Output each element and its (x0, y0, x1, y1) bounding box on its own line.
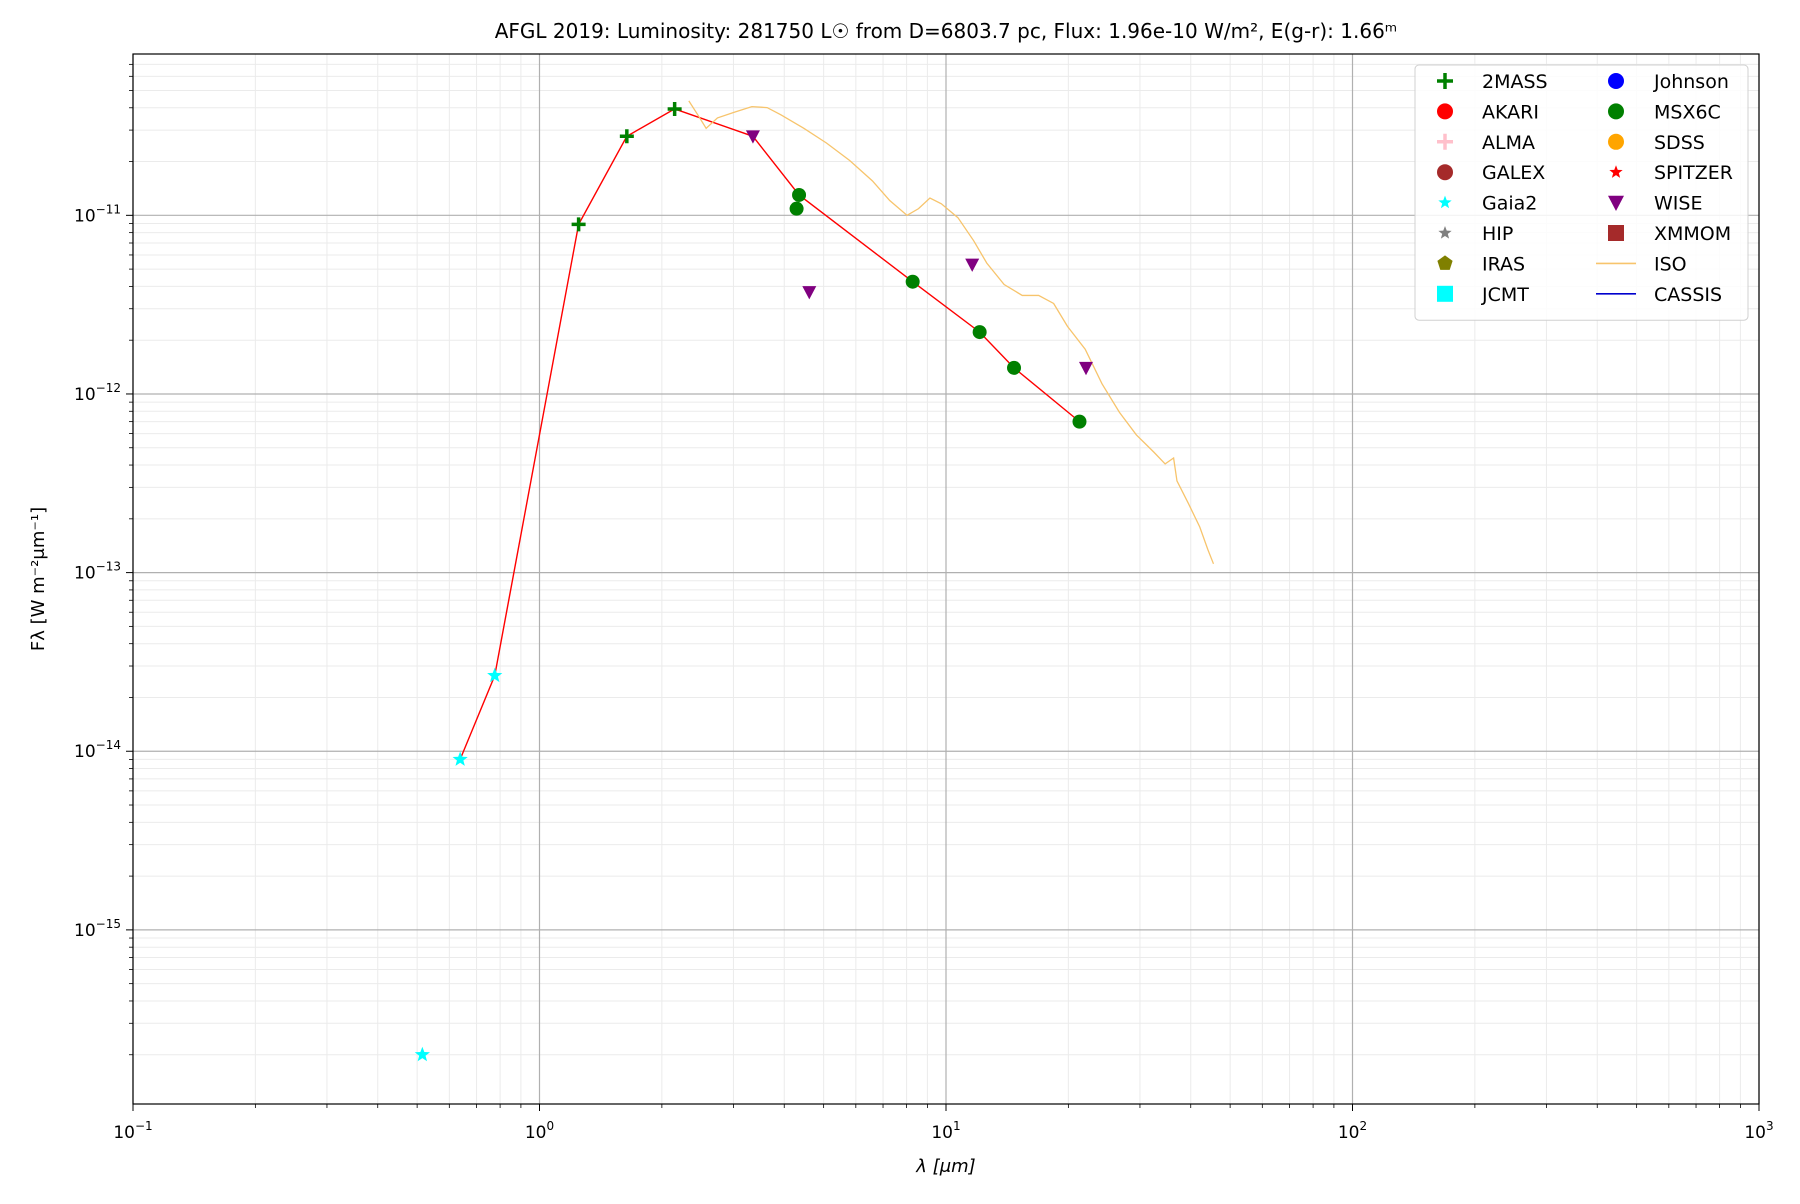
legend-swatch (1608, 225, 1624, 241)
legend-label: SPITZER (1654, 162, 1733, 184)
tick-exponent: −11 (96, 202, 121, 216)
marker (965, 258, 980, 272)
tick-label: 102 (1338, 1119, 1367, 1143)
tick-exponent: −1 (135, 1119, 153, 1133)
legend-label: MSX6C (1654, 101, 1721, 123)
tick-base: 10 (931, 1123, 953, 1143)
legend: 2MASS AKARI ALMA GALEX Gaia2 HIP IRAS JCMT Johns… (1414, 64, 1749, 321)
tick-label: 101 (931, 1119, 960, 1143)
legend-label: JCMT (1481, 284, 1529, 306)
legend-swatch (1608, 73, 1624, 89)
legend-swatch (1437, 73, 1453, 89)
legend-label: XMMOM (1654, 223, 1731, 245)
tick-label: 103 (1744, 1119, 1773, 1143)
tick-label: 10−12 (74, 381, 121, 405)
marker (571, 217, 586, 232)
marker (792, 187, 807, 202)
tick-base: 10 (74, 742, 96, 762)
x-axis-label: λ [μm] (915, 1156, 975, 1177)
tick-base: 10 (1338, 1123, 1360, 1143)
legend-label: CASSIS (1654, 284, 1722, 306)
tick-exponent: 1 (953, 1119, 961, 1133)
plot-area (414, 100, 1215, 1062)
legend-swatch (1437, 285, 1453, 302)
chart-title: AFGL 2019: Luminosity: 281750 L☉ from D=… (495, 19, 1398, 43)
legend-swatch (1437, 164, 1453, 181)
legend-label: SDSS (1654, 132, 1705, 154)
legend-swatch (1608, 133, 1624, 150)
legend-label: 2MASS (1482, 71, 1548, 93)
tick-label: 100 (525, 1119, 554, 1143)
legend-box (1414, 64, 1749, 321)
marker (452, 751, 468, 766)
legend-label: Johnson (1653, 71, 1729, 93)
tick-base: 10 (525, 1123, 547, 1143)
legend-swatch (1438, 195, 1452, 209)
legend-label: Gaia2 (1482, 193, 1537, 215)
legend-label: GALEX (1482, 162, 1545, 184)
marker (414, 1046, 430, 1062)
tick-label: 10−14 (74, 738, 121, 762)
tick-exponent: −14 (96, 738, 121, 752)
marker (905, 274, 920, 289)
tick-base: 10 (1744, 1123, 1766, 1143)
tick-exponent: 2 (1360, 1119, 1368, 1133)
legend-label: WISE (1654, 193, 1702, 215)
marker (1007, 360, 1022, 375)
marker (802, 286, 817, 300)
tick-exponent: −15 (96, 917, 121, 931)
marker (487, 667, 503, 683)
legend-swatch (1609, 165, 1623, 178)
legend-swatch (1608, 195, 1624, 211)
y-axis-label: Fλ [W m⁻²μm⁻¹] (28, 507, 49, 651)
plot-frame (132, 53, 1760, 1105)
legend-label: IRAS (1482, 253, 1525, 275)
tick-exponent: −13 (96, 560, 121, 574)
legend-swatch (1437, 133, 1453, 150)
tick-exponent: 3 (1766, 1119, 1774, 1133)
grid (132, 54, 1760, 1104)
marker (667, 101, 682, 116)
marker (1079, 361, 1093, 376)
marker (972, 325, 987, 340)
tick-label: 10−15 (74, 917, 121, 941)
legend-swatch (1438, 226, 1452, 239)
tick-exponent: −12 (96, 381, 121, 395)
legend-label: ALMA (1482, 132, 1535, 154)
marker (1072, 414, 1087, 429)
tick-label: 10−1 (113, 1119, 152, 1143)
tick-label: 10−11 (74, 202, 121, 226)
legend-swatch (1437, 103, 1453, 120)
tick-base: 10 (113, 1123, 135, 1143)
legend-label: HIP (1482, 223, 1513, 245)
tick-label: 10−13 (74, 560, 121, 584)
legend-label: AKARI (1482, 101, 1539, 123)
legend-swatch (1608, 103, 1624, 120)
marker (745, 130, 760, 144)
marker (789, 201, 804, 216)
tick-exponent: 0 (547, 1119, 555, 1133)
tick-base: 10 (74, 564, 96, 584)
tick-base: 10 (74, 921, 96, 941)
series-line (688, 100, 1215, 565)
tick-base: 10 (74, 206, 96, 226)
legend-label: ISO (1654, 253, 1687, 275)
tick-base: 10 (74, 385, 96, 405)
legend-swatch (1437, 255, 1453, 270)
marker (619, 129, 634, 144)
